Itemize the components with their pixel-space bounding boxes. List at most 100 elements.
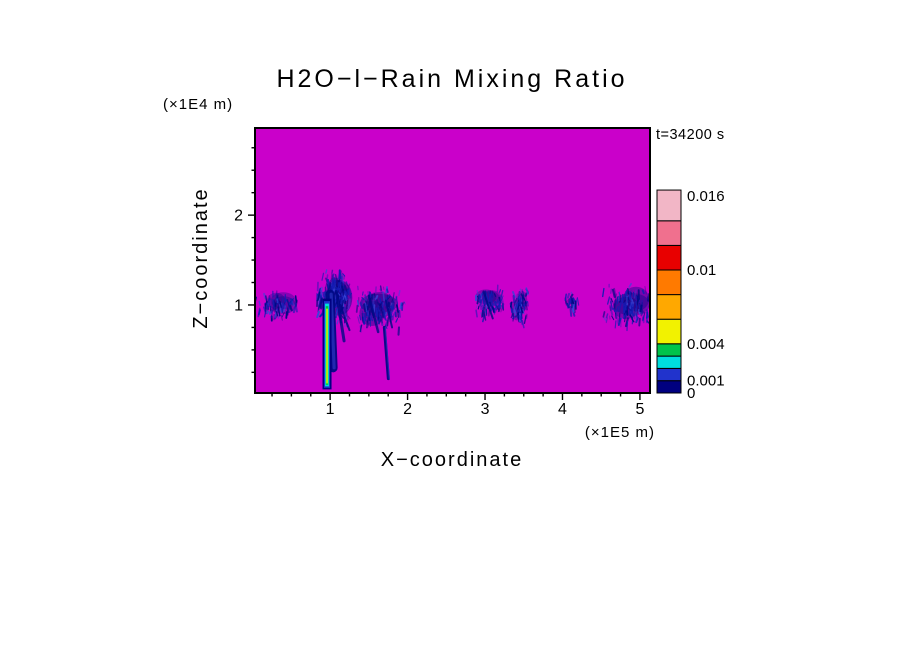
rain-speck [630,307,634,315]
rain-speck [484,303,488,314]
rain-speck [572,297,576,302]
rain-speck [390,298,394,303]
rain-speck [488,301,493,308]
colorbar-tick-label: 0.001 [687,373,725,390]
rain-speck [566,292,571,299]
rain-speck [376,315,379,322]
rain-speck [280,314,284,321]
rain-speck [514,297,518,303]
rain-speck [641,289,645,295]
rain-speck [379,297,382,304]
rain-speck [635,307,637,312]
rain-speck [317,291,321,301]
rain-speck [292,306,296,314]
rain-features [255,269,655,390]
rain-speck [566,302,569,309]
rain-speck [605,313,609,319]
rain-speck [335,308,339,317]
rain-speck [399,302,403,310]
colorbar-segment [656,189,682,222]
rain-speck [602,287,605,298]
rain-speck [275,310,279,317]
rain-speck [490,293,494,302]
rain-speck [366,322,370,329]
rain-speck [396,296,399,306]
rain-speck [394,311,397,318]
colorbar-segment [656,220,682,246]
rain-speck [392,299,396,304]
rain-speck [345,281,349,286]
rain-streak [482,290,494,320]
rain-speck [512,295,516,304]
rain-speck [336,319,339,325]
rain-speck [615,299,617,306]
rain-speck [294,295,298,303]
rain-speck [345,289,348,294]
rain-speck [361,316,366,325]
rain-speck [356,299,360,306]
rain-speck [634,289,637,299]
rain-speck [386,317,390,327]
rain-speck [281,303,285,313]
rain-speck [379,314,384,324]
rain-speck [613,298,617,310]
rain-speck [525,287,529,296]
rain-speck [515,293,519,304]
rain-speck [510,313,514,319]
colorbar-tick-label: 0.016 [687,188,725,205]
rain-speck [498,289,502,293]
rain-speck [512,291,516,298]
rain-speck [263,306,267,315]
x-units-label: (×1E5 m) [585,424,655,441]
rain-speck [386,294,390,301]
rain-speck [653,325,655,332]
rain-speck [638,317,641,327]
rain-speck [357,316,360,324]
rain-speck [371,292,376,301]
rain-speck [363,312,367,322]
rain-streak [384,299,394,329]
rain-speck [476,290,479,295]
rain-cell-6 [564,291,580,317]
rain-speck [567,301,570,308]
rain-speck [319,313,324,318]
rain-speck [330,269,333,280]
rain-speck [628,282,632,288]
rain-speck [288,301,292,306]
z-units-label: (×1E4 m) [163,96,233,113]
rain-speck [332,279,336,288]
rain-speck [338,269,342,280]
rain-speck [276,309,279,318]
colorbar-segment [656,244,682,271]
rain-speck [363,303,367,313]
rain-streak [334,289,346,343]
rain-speck [386,288,389,293]
chart-title: H2O−l−Rain Mixing Ratio [276,65,627,93]
rain-speck [342,273,346,277]
colorbar-tick-label: 0.004 [687,336,725,353]
rain-speck [395,317,399,323]
rain-speck [387,301,391,313]
rain-speck [483,310,487,321]
rain-speck [653,312,654,317]
rain-speck [267,297,271,302]
rain-speck [281,312,285,318]
rain-speck [621,293,624,304]
rain-speck [346,283,351,291]
axis-ticks [248,147,641,400]
rain-speck [345,310,349,321]
rain-speck [622,312,627,320]
rain-speck [515,303,519,309]
rain-speck [369,313,374,322]
rain-speck [628,302,631,310]
rain-speck [481,309,483,318]
rain-speck [359,324,363,333]
rain-speck [615,312,617,319]
x-axis-label: X−coordinate [381,449,523,471]
rain-speck [347,315,351,320]
rain-speck [331,269,334,274]
rain-speck [379,288,383,294]
rain-speck [366,320,369,329]
rain-speck [640,302,643,313]
